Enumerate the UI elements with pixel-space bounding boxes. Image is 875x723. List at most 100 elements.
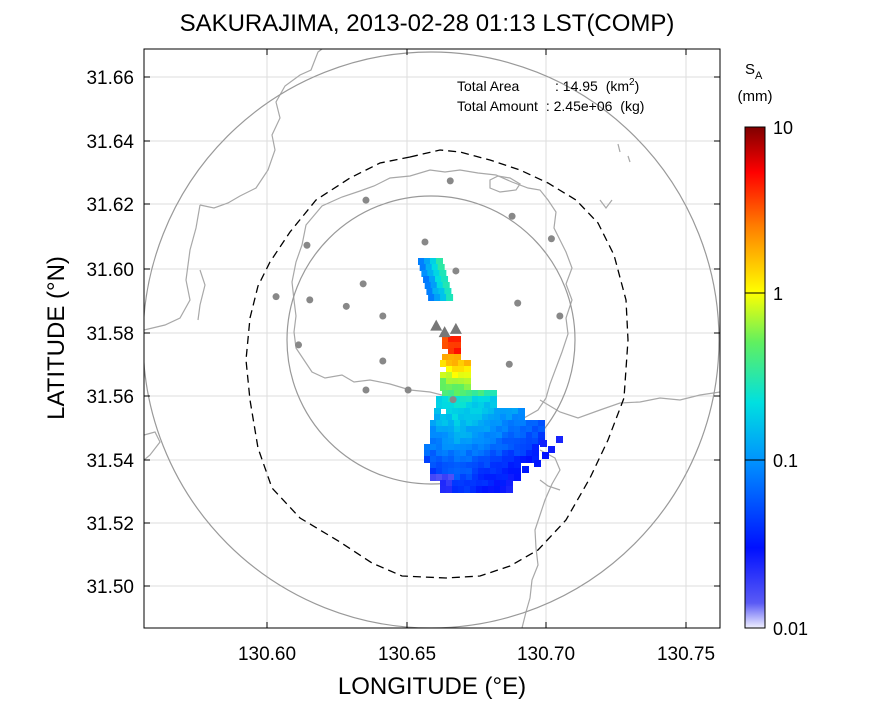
colorbar-tick-label: 0.1 bbox=[773, 451, 798, 471]
deposit-cell bbox=[532, 438, 539, 445]
deposit-cell bbox=[448, 402, 455, 409]
deposit-cell bbox=[448, 342, 455, 349]
deposit-cell bbox=[512, 414, 519, 421]
deposit-cell bbox=[466, 462, 473, 469]
deposit-cell bbox=[427, 270, 435, 277]
deposit-cell bbox=[448, 354, 455, 361]
deposit-cell bbox=[458, 486, 465, 493]
deposit-cell bbox=[436, 258, 443, 265]
station-marker bbox=[342, 302, 350, 310]
deposit-cell bbox=[490, 396, 497, 403]
deposit-cell bbox=[442, 342, 449, 349]
deposit-cell bbox=[478, 432, 485, 439]
deposit-cell bbox=[520, 456, 527, 463]
deposit-cell bbox=[520, 438, 527, 445]
deposit-cell bbox=[454, 432, 461, 439]
deposit-cell bbox=[490, 432, 497, 439]
deposit-cell bbox=[472, 450, 479, 457]
deposit-cell bbox=[436, 474, 443, 481]
deposit-cell bbox=[454, 420, 461, 427]
deposit-cell bbox=[478, 396, 485, 403]
deposit-cell bbox=[430, 258, 437, 265]
deposit-cell bbox=[442, 396, 449, 403]
deposit-cell bbox=[442, 438, 449, 445]
deposit-cell bbox=[484, 426, 491, 433]
deposit-cell bbox=[482, 480, 489, 487]
deposit-cell bbox=[460, 468, 467, 475]
deposit-cell bbox=[472, 444, 479, 451]
deposit-cell bbox=[448, 456, 455, 463]
deposit-cell bbox=[436, 456, 443, 463]
deposit-cell bbox=[436, 444, 443, 451]
deposit-cell bbox=[532, 444, 539, 451]
deposit-cell bbox=[532, 432, 539, 439]
deposit-cell bbox=[526, 444, 533, 451]
deposit-cell bbox=[430, 444, 437, 451]
deposit-cell bbox=[496, 426, 503, 433]
colorbar-tick-label: 1 bbox=[773, 284, 783, 304]
y-tick-marks bbox=[144, 76, 720, 587]
deposit-cell bbox=[472, 390, 479, 397]
range-circle-inner bbox=[286, 195, 576, 485]
plot-area bbox=[144, 49, 720, 628]
deposit-cell bbox=[454, 462, 461, 469]
deposit-cell bbox=[430, 426, 437, 433]
deposit-cell bbox=[446, 384, 453, 391]
deposit-cell bbox=[464, 408, 471, 415]
deposit-cell bbox=[494, 414, 501, 421]
deposit-cell bbox=[470, 408, 477, 415]
deposit-cell bbox=[466, 468, 473, 475]
deposit-cell bbox=[478, 468, 485, 475]
deposit-cell bbox=[520, 444, 527, 451]
deposit-cell bbox=[490, 420, 497, 427]
deposit-cell bbox=[442, 462, 449, 469]
plot-frame bbox=[143, 48, 721, 629]
deposit-cell bbox=[488, 486, 495, 493]
y-tick-label: 31.64 bbox=[86, 132, 134, 153]
deposit-cell bbox=[466, 396, 473, 403]
deposit-cell bbox=[496, 462, 503, 469]
deposit-cell bbox=[494, 486, 501, 493]
deposit-cell bbox=[488, 408, 495, 415]
deposit-cell bbox=[494, 408, 501, 415]
deposit-cell bbox=[520, 420, 527, 427]
chart-title: SAKURAJIMA, 2013-02-28 01:13 LST(COMP) bbox=[180, 10, 675, 37]
x-tick-label: 130.65 bbox=[378, 644, 436, 665]
deposit-cell bbox=[484, 432, 491, 439]
deposit-cell bbox=[506, 408, 513, 415]
deposit-cell bbox=[478, 462, 485, 469]
colorbar-variable-sub: A bbox=[755, 70, 763, 82]
deposit-cell bbox=[439, 270, 447, 277]
deposit-cell bbox=[482, 486, 489, 493]
deposit-cell bbox=[484, 444, 491, 451]
deposit-cell bbox=[512, 408, 519, 415]
vent-marker bbox=[430, 319, 443, 331]
deposit-cell bbox=[508, 462, 515, 469]
deposit-cell bbox=[490, 390, 497, 397]
x-tick-marks bbox=[266, 49, 687, 628]
deposit-cell bbox=[452, 480, 459, 487]
deposit-cell bbox=[466, 438, 473, 445]
colorbar-tick-label: 0.01 bbox=[773, 619, 808, 639]
deposit-cell bbox=[454, 444, 461, 451]
deposit-cell bbox=[472, 426, 479, 433]
deposit-cell bbox=[442, 336, 449, 343]
vent-marker bbox=[438, 326, 451, 338]
deposit-cell bbox=[430, 282, 438, 289]
station-marker bbox=[505, 360, 513, 368]
deposit-cell bbox=[454, 336, 461, 343]
deposit-cell bbox=[490, 444, 497, 451]
deposit-cell bbox=[430, 432, 437, 439]
deposit-cell bbox=[448, 336, 455, 343]
deposit-cell bbox=[458, 480, 465, 487]
deposit-cell bbox=[532, 426, 539, 433]
deposit-cell bbox=[472, 438, 479, 445]
deposit-cell bbox=[454, 438, 461, 445]
deposit-cell bbox=[476, 480, 483, 487]
deposit-cell bbox=[442, 444, 449, 451]
deposit-cell bbox=[442, 354, 449, 361]
deposit-cell bbox=[502, 444, 509, 451]
deposit-cell bbox=[448, 474, 455, 481]
deposit-cell bbox=[518, 408, 525, 415]
